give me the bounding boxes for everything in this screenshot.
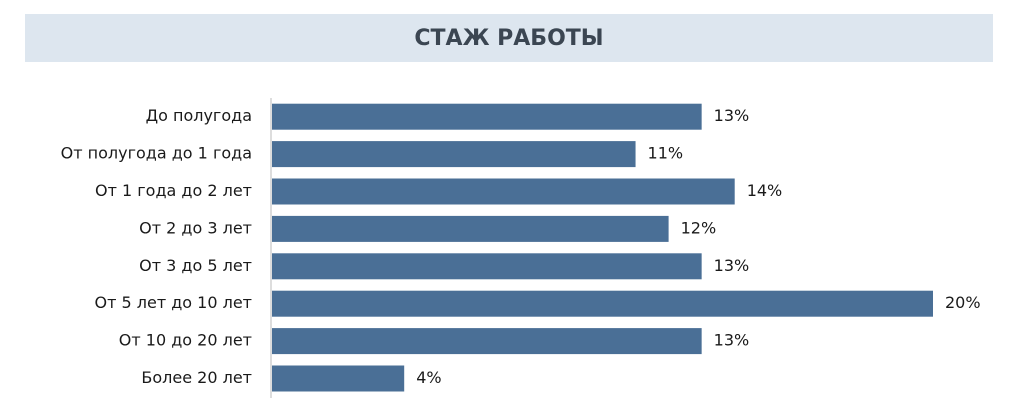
value-label: 11% xyxy=(648,144,684,163)
bar xyxy=(272,365,405,392)
bar xyxy=(272,178,735,205)
value-label: 13% xyxy=(714,106,750,125)
value-label: 14% xyxy=(747,181,783,200)
bar xyxy=(272,253,702,280)
category-label: От 10 до 20 лет xyxy=(119,331,252,350)
value-label: 20% xyxy=(945,293,981,312)
bar xyxy=(272,215,669,242)
bar xyxy=(272,141,636,168)
category-label: До полугода xyxy=(146,106,252,125)
category-label: От 2 до 3 лет xyxy=(139,218,252,237)
category-label: От полугода до 1 года xyxy=(61,144,252,163)
chart-title: СТАЖ РАБОТЫ xyxy=(414,26,603,51)
category-label: От 5 лет до 10 лет xyxy=(94,293,252,312)
bar xyxy=(272,290,933,317)
value-label: 4% xyxy=(416,368,441,387)
value-label: 13% xyxy=(714,256,750,275)
value-label: 12% xyxy=(681,218,717,237)
category-label: От 3 до 5 лет xyxy=(139,256,252,275)
value-label: 13% xyxy=(714,331,750,350)
category-label: Более 20 лет xyxy=(141,368,252,387)
bar xyxy=(272,328,702,355)
category-label: От 1 года до 2 лет xyxy=(95,181,252,200)
bar xyxy=(272,103,702,130)
title-band xyxy=(25,14,993,62)
